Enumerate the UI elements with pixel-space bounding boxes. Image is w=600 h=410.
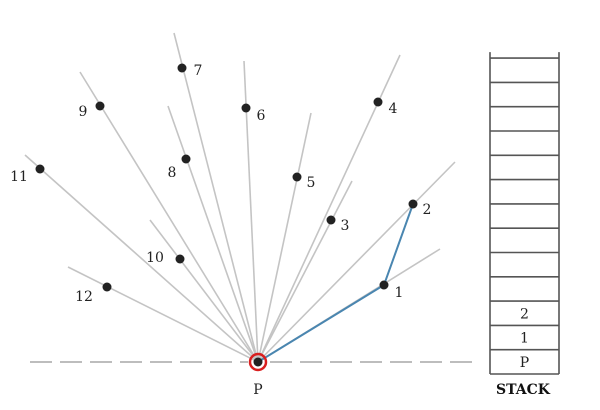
- ray-2: [257, 161, 456, 363]
- ray-3: [257, 180, 353, 363]
- point-2: [408, 199, 418, 209]
- pivot-ring: [248, 352, 268, 372]
- point-label-8: 8: [168, 165, 177, 181]
- ray-9: [79, 71, 259, 363]
- ray-7: [173, 32, 259, 363]
- stack-title: STACK: [496, 382, 551, 398]
- pivot-label: P: [253, 382, 262, 398]
- point-5: [292, 172, 302, 182]
- point-label-9: 9: [79, 104, 88, 120]
- point-12: [102, 282, 112, 292]
- stack-entry: 2: [520, 306, 529, 322]
- point-4: [373, 97, 383, 107]
- ray-8: [167, 105, 259, 363]
- stack: P 1 2: [489, 52, 560, 375]
- point-9: [95, 101, 105, 111]
- stack-entry: P: [520, 355, 529, 371]
- point-label-12: 12: [75, 289, 93, 305]
- point-label-11: 11: [10, 169, 28, 185]
- stack-entry: 1: [520, 331, 529, 347]
- rays-group: [24, 32, 456, 363]
- point-6: [241, 103, 251, 113]
- point-8: [181, 154, 191, 164]
- pivot-dot: [253, 357, 263, 367]
- point-label-10: 10: [146, 250, 164, 266]
- point-label-2: 2: [423, 202, 432, 218]
- ray-5: [257, 112, 312, 363]
- point-label-1: 1: [395, 285, 404, 301]
- point-label-7: 7: [194, 63, 203, 79]
- point-7: [177, 63, 187, 73]
- point-1: [379, 280, 389, 290]
- point-label-3: 3: [341, 218, 350, 234]
- point-3: [326, 215, 336, 225]
- ray-10: [149, 219, 259, 363]
- point-11: [35, 164, 45, 174]
- ray-12: [67, 266, 259, 363]
- pivot-point: P: [248, 352, 268, 398]
- point-label-6: 6: [257, 108, 266, 124]
- point-10: [175, 254, 185, 264]
- point-label-5: 5: [307, 175, 316, 191]
- point-label-4: 4: [389, 101, 398, 117]
- ray-11: [24, 154, 259, 363]
